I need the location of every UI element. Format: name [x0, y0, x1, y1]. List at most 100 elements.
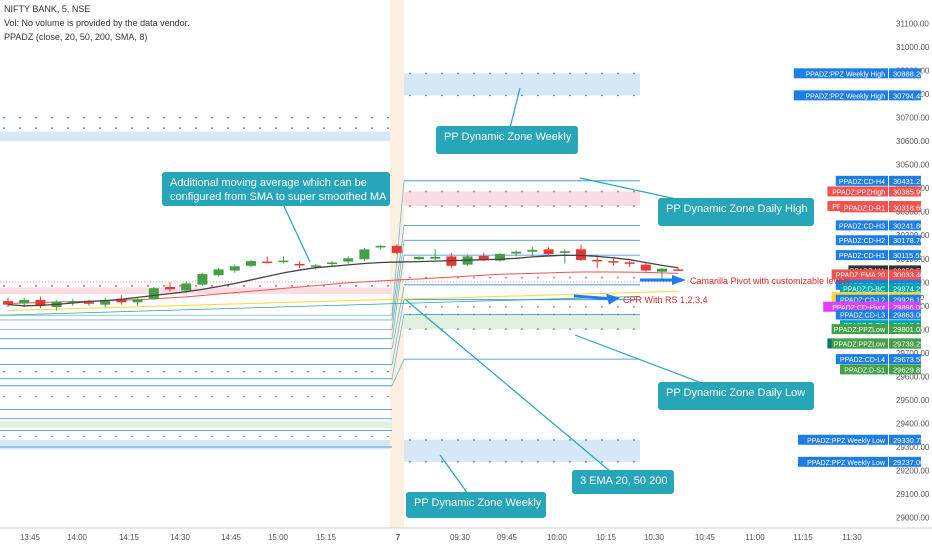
level-dot: [19, 395, 21, 398]
callout-weekly-bottom-text: PP Dynamic Zone Weekly: [414, 497, 542, 509]
level-dot: [179, 127, 181, 130]
level-dot: [553, 276, 555, 279]
price-label-value-box: [889, 68, 921, 79]
level-dot: [489, 190, 491, 193]
level-dot: [633, 190, 635, 193]
level-dot: [521, 305, 523, 308]
level-dot: [339, 116, 341, 119]
candle-body: [67, 301, 78, 303]
level-dot: [291, 284, 293, 287]
level-dot: [537, 94, 539, 97]
level-dot: [323, 116, 325, 119]
level-dot: [425, 72, 427, 75]
candle-body: [181, 283, 192, 291]
level-transition: [391, 255, 405, 339]
candle-body: [511, 251, 522, 254]
price-label-name: PPADZ:D-S1: [844, 367, 885, 374]
level-dot: [473, 276, 475, 279]
level-dot: [35, 395, 37, 398]
candle-body: [116, 298, 127, 303]
level-dot: [291, 116, 293, 119]
level-dot: [371, 370, 373, 373]
level-dot: [457, 328, 459, 331]
level-dot: [387, 395, 389, 398]
level-dot: [259, 284, 261, 287]
level-dot: [259, 127, 261, 130]
level-dot: [147, 127, 149, 130]
level-dot: [67, 435, 69, 438]
level-dot: [243, 127, 245, 130]
level-dot: [425, 276, 427, 279]
level-dot: [195, 127, 197, 130]
x-tick-label: 09:45: [497, 533, 518, 542]
candle-body: [310, 265, 321, 267]
level-dot: [473, 460, 475, 463]
x-tick-label: 11:00: [745, 533, 765, 542]
price-label-name: PPADZ:CD-H3: [839, 223, 885, 230]
price-label-name: PPADZ:CD-H1: [839, 253, 885, 260]
level-dot: [457, 305, 459, 308]
level-dot: [409, 205, 411, 207]
price-label-name: PPADZ:CD-L3: [840, 313, 885, 320]
candle-body: [527, 249, 538, 252]
price-label-value-box: [889, 294, 921, 305]
price-label-name: PPADZ:CD-L2: [840, 298, 885, 305]
level-dot: [115, 284, 117, 287]
level-dot: [163, 127, 165, 130]
level-dot: [163, 435, 165, 438]
level-dot: [489, 305, 491, 308]
x-tick-label: 10:45: [695, 533, 716, 542]
price-label-value: 30431.25: [893, 177, 924, 186]
level-dot: [441, 439, 443, 441]
candle-body: [414, 256, 424, 260]
price-label-value: 30033.40: [893, 270, 924, 279]
level-dot: [409, 72, 411, 75]
candle-body: [35, 299, 46, 306]
level-dot: [409, 276, 411, 279]
level-dot: [457, 72, 459, 75]
x-tick-label: 11:30: [842, 533, 862, 542]
level-dot: [67, 127, 69, 130]
price-label-tag: [835, 235, 888, 246]
price-label-tag: [835, 309, 888, 320]
level-dot: [585, 205, 587, 207]
level-dot: [425, 305, 427, 308]
y-tick-label: 29000.00: [896, 514, 930, 523]
level-dot: [99, 435, 101, 438]
level-dot: [409, 313, 411, 316]
level-dot: [339, 127, 341, 130]
level-dot: [569, 328, 571, 331]
x-tick-label: 10:00: [547, 533, 568, 542]
level-dot: [585, 460, 587, 463]
level-dot: [67, 116, 69, 119]
level-dot: [147, 435, 149, 438]
level-dot: [569, 305, 571, 308]
level-dot: [35, 116, 37, 119]
level-dot: [259, 116, 261, 119]
level-dot: [457, 205, 459, 207]
level-dot: [3, 284, 5, 287]
level-dot: [473, 305, 475, 308]
level-dot: [409, 328, 411, 331]
level-dot: [425, 313, 427, 316]
level-transition: [391, 240, 405, 330]
candle-body: [657, 268, 667, 272]
level-dot: [633, 439, 635, 441]
level-dot: [601, 460, 603, 463]
candle-body: [213, 269, 224, 276]
candle-body: [327, 262, 337, 265]
price-label-value-box: [889, 354, 921, 365]
level-dot: [473, 328, 475, 331]
level-dot: [409, 190, 411, 193]
level-dot: [339, 435, 341, 438]
price-label-value-box: [889, 434, 921, 445]
level-dot: [67, 284, 69, 287]
candle-body: [19, 299, 30, 304]
price-label-name: PPADZ:PPZLow: [834, 342, 886, 349]
price-label-tag: [831, 338, 888, 349]
y-tick-label: 29100.00: [896, 490, 930, 499]
level-dot: [601, 276, 603, 279]
callout-ema-text: 3 EMA 20, 50 200: [580, 475, 667, 487]
price-label-tag: [835, 354, 888, 365]
